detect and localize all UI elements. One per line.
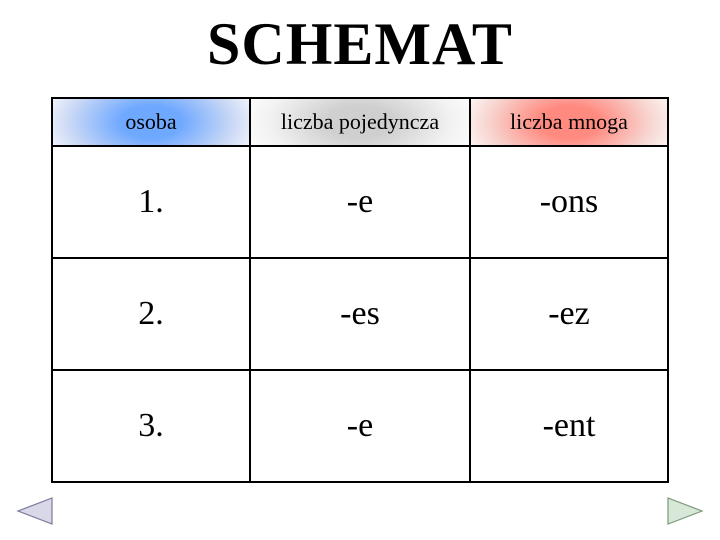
nav-fwd-shape	[668, 498, 702, 524]
col-header-plural: liczba mnoga	[470, 98, 668, 146]
triangle-left-icon	[12, 496, 56, 526]
page-title: SCHEMAT	[0, 10, 720, 79]
nav-back-button[interactable]	[12, 494, 56, 528]
cell-person: 2.	[52, 258, 250, 370]
nav-forward-button[interactable]	[664, 494, 708, 528]
col-header-osoba: osoba	[52, 98, 250, 146]
col-header-label: liczba mnoga	[510, 109, 628, 134]
table-row: 2. -es -ez	[52, 258, 668, 370]
cell-person: 1.	[52, 146, 250, 258]
cell-singular: -e	[250, 146, 470, 258]
col-header-label: osoba	[125, 109, 176, 134]
triangle-right-icon	[664, 496, 708, 526]
cell-singular: -e	[250, 370, 470, 482]
slide: SCHEMAT osoba liczba pojedyncza liczba m…	[0, 0, 720, 540]
table-row: 3. -e -ent	[52, 370, 668, 482]
col-header-label: liczba pojedyncza	[281, 109, 439, 134]
cell-singular: -es	[250, 258, 470, 370]
cell-plural: -ez	[470, 258, 668, 370]
cell-plural: -ent	[470, 370, 668, 482]
cell-person: 3.	[52, 370, 250, 482]
schema-table: osoba liczba pojedyncza liczba mnoga 1. …	[51, 97, 669, 483]
col-header-singular: liczba pojedyncza	[250, 98, 470, 146]
cell-plural: -ons	[470, 146, 668, 258]
table-header-row: osoba liczba pojedyncza liczba mnoga	[52, 98, 668, 146]
nav-back-shape	[18, 498, 52, 524]
table-row: 1. -e -ons	[52, 146, 668, 258]
